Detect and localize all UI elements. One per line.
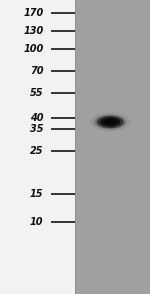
Ellipse shape [104,119,116,125]
Text: 10: 10 [30,217,43,227]
Text: 170: 170 [23,8,44,18]
Bar [75,0,150,294]
Bar [0,0,75,294]
Ellipse shape [97,116,124,128]
Text: 100: 100 [23,44,44,54]
Text: 40: 40 [30,113,43,123]
Text: 25: 25 [30,146,43,156]
Text: 70: 70 [30,66,43,76]
Text: 55: 55 [30,88,43,98]
Ellipse shape [100,117,120,127]
Text: 15: 15 [30,189,43,199]
Text: 35: 35 [30,124,43,134]
Ellipse shape [94,115,126,129]
Text: 130: 130 [23,26,44,36]
Ellipse shape [90,113,130,131]
